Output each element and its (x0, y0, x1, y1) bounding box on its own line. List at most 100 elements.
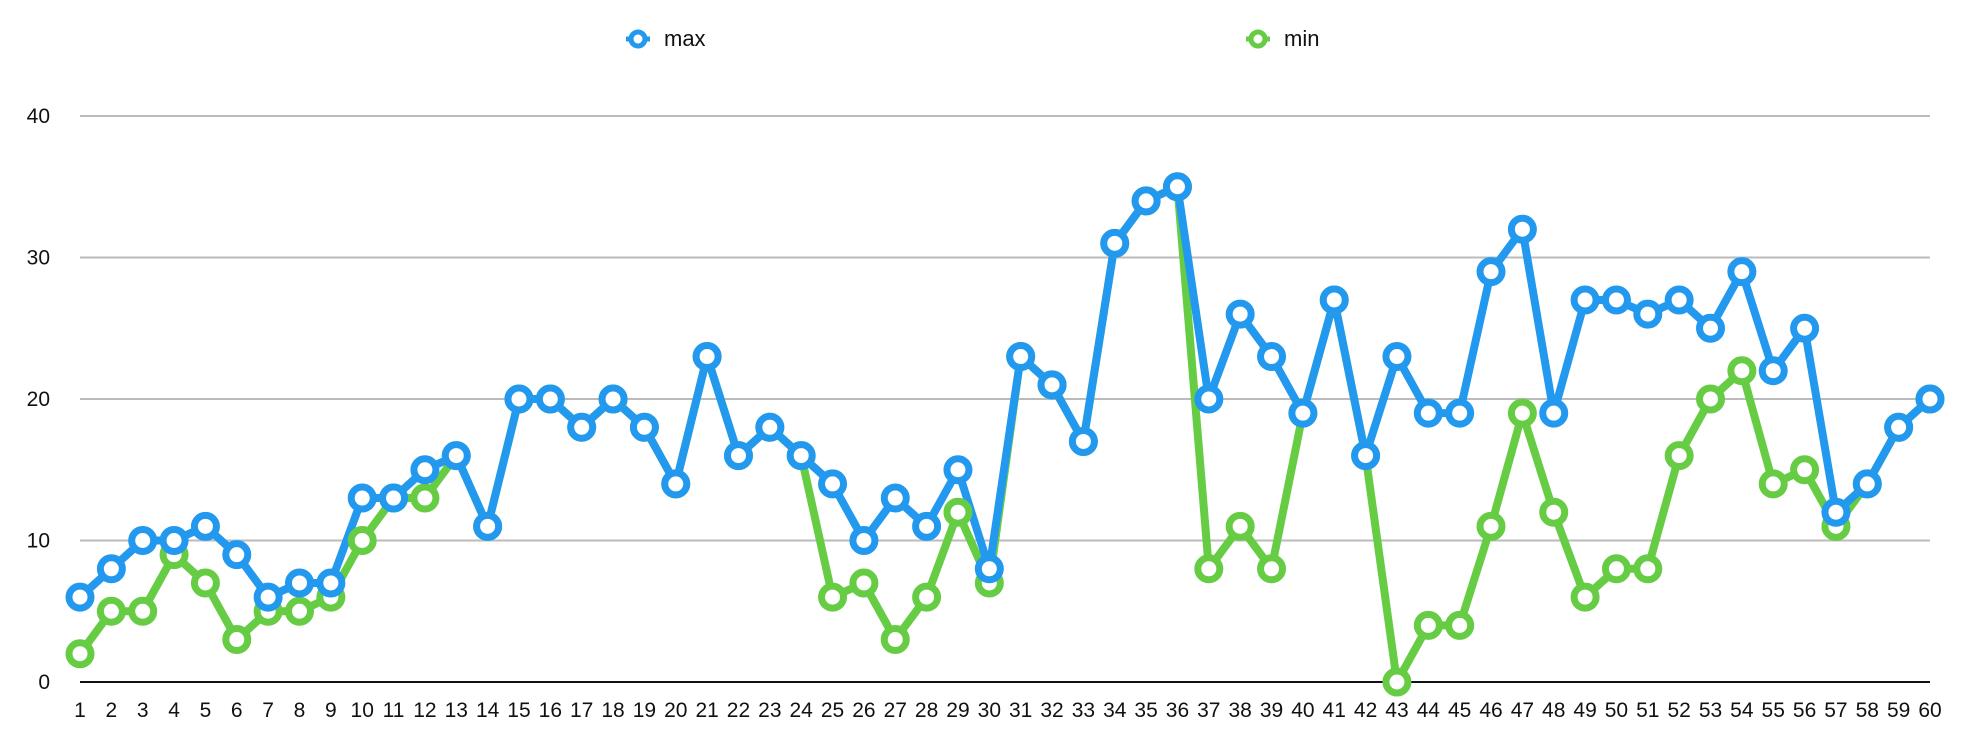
x-tick-label: 11 (383, 699, 405, 722)
x-tick-label: 34 (1103, 699, 1127, 722)
data-point-max (1664, 285, 1694, 315)
x-tick-label: 2 (106, 699, 118, 722)
x-tick-label: 14 (476, 699, 500, 722)
x-tick-label: 20 (664, 699, 687, 722)
x-tick-label: 45 (1448, 699, 1471, 722)
y-tick-label: 10 (27, 530, 50, 553)
x-tick-label: 55 (1762, 699, 1785, 722)
data-point-max (1162, 172, 1192, 202)
x-tick-label: 35 (1134, 699, 1157, 722)
x-tick-label: 41 (1323, 699, 1346, 722)
x-tick-label: 10 (351, 699, 374, 722)
y-tick-label: 0 (38, 671, 50, 694)
x-tick-label: 46 (1479, 699, 1502, 722)
x-tick-label: 38 (1228, 699, 1251, 722)
x-tick-label: 17 (570, 699, 593, 722)
data-point-min (1413, 610, 1443, 640)
data-point-max (723, 441, 753, 471)
x-tick-label: 5 (200, 699, 212, 722)
data-point-max (128, 526, 158, 555)
data-point-max (1476, 257, 1506, 287)
data-point-min (1664, 441, 1694, 471)
data-point-max (943, 455, 973, 485)
x-tick-label: 58 (1856, 699, 1879, 722)
data-point-min (1570, 582, 1600, 612)
data-point-max (379, 483, 409, 513)
x-tick-label: 51 (1636, 699, 1659, 722)
legend-label-min: min (1284, 26, 1319, 51)
x-tick-label: 21 (695, 699, 718, 722)
data-point-min (943, 497, 973, 527)
legend-marker-min (1248, 29, 1268, 49)
data-point-max (1351, 441, 1381, 471)
data-point-max (316, 568, 346, 598)
data-point-max (1037, 370, 1067, 400)
data-point-max (222, 540, 252, 570)
data-point-max (692, 342, 722, 372)
x-tick-label: 32 (1040, 699, 1063, 722)
data-point-max (1727, 257, 1757, 287)
x-tick-label: 7 (262, 699, 274, 722)
data-point-max (504, 384, 534, 414)
data-point-max (912, 511, 942, 541)
x-tick-label: 23 (758, 699, 781, 722)
x-tick-label: 19 (633, 699, 656, 722)
data-point-max (1413, 398, 1443, 428)
x-tick-label: 26 (852, 699, 875, 722)
x-tick-label: 49 (1573, 699, 1596, 722)
x-tick-label: 60 (1918, 699, 1941, 722)
x-tick-label: 54 (1730, 699, 1754, 722)
x-tick-label: 36 (1166, 699, 1189, 722)
x-tick-label: 25 (821, 699, 844, 722)
x-tick-label: 4 (168, 699, 180, 722)
x-tick-label: 52 (1667, 699, 1690, 722)
data-point-min (410, 483, 440, 513)
x-tick-label: 50 (1605, 699, 1628, 722)
data-point-min (1257, 554, 1287, 584)
x-tick-label: 15 (507, 699, 530, 722)
x-tick-label: 6 (231, 699, 243, 722)
data-point-max (1068, 426, 1098, 456)
x-tick-label: 44 (1417, 699, 1441, 722)
legend: max min (626, 26, 1319, 51)
data-point-max (1382, 342, 1412, 372)
series-points (65, 172, 1945, 697)
data-point-max (1821, 497, 1851, 527)
x-tick-label: 39 (1260, 699, 1283, 722)
data-point-max (1884, 412, 1914, 442)
x-tick-label: 47 (1511, 699, 1534, 722)
x-tick-label: 27 (884, 699, 907, 722)
x-tick-label: 3 (137, 699, 149, 722)
data-point-max (65, 582, 95, 612)
legend-label-max: max (664, 26, 706, 51)
data-point-min (1758, 469, 1788, 499)
series-lines (76, 182, 1934, 686)
x-tick-label: 31 (1009, 699, 1032, 722)
data-point-min (128, 596, 158, 626)
data-point-max (190, 511, 220, 541)
x-tick-label: 57 (1824, 699, 1847, 722)
data-point-min (96, 596, 126, 626)
data-point-max (535, 384, 565, 414)
x-tick-label: 43 (1385, 699, 1408, 722)
data-point-max (1915, 384, 1945, 414)
x-tick-label: 9 (325, 699, 337, 722)
data-point-min (347, 526, 377, 555)
data-point-max (1507, 214, 1537, 244)
data-point-max (567, 412, 597, 442)
x-tick-label: 48 (1542, 699, 1565, 722)
y-axis-ticks: 0 10 20 30 40 (27, 105, 50, 694)
data-point-max (1633, 299, 1663, 329)
data-point-min (1727, 356, 1757, 386)
data-point-min (912, 582, 942, 612)
data-point-max (347, 483, 377, 513)
data-point-min (1633, 554, 1663, 584)
data-point-min (65, 639, 95, 669)
data-point-max (473, 511, 503, 541)
data-point-max (284, 568, 314, 598)
x-tick-label: 13 (445, 699, 468, 722)
data-point-min (1539, 497, 1569, 527)
data-point-max (1445, 398, 1475, 428)
y-tick-label: 40 (27, 105, 50, 128)
